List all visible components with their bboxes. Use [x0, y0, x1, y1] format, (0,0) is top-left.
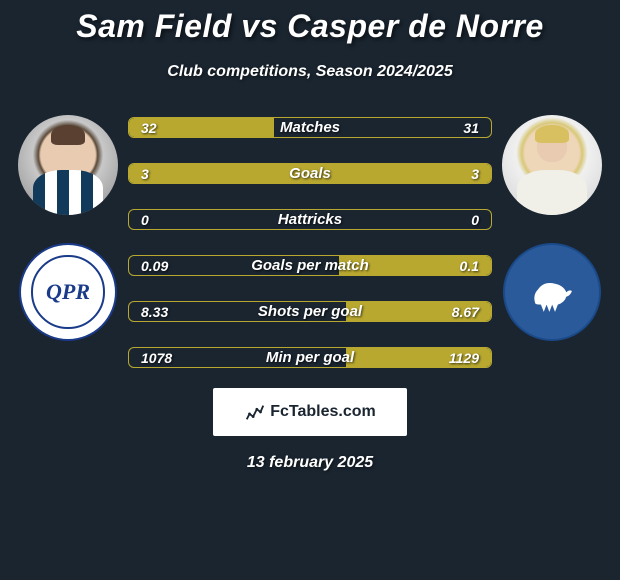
- stat-bar: 1078 Min per goal 1129: [128, 347, 492, 368]
- stat-value-left: 32: [141, 120, 157, 136]
- stat-value-right: 8.67: [452, 304, 479, 320]
- stat-value-right: 0.1: [460, 258, 479, 274]
- page-title: Sam Field vs Casper de Norre: [0, 8, 620, 45]
- right-side-column: [492, 115, 612, 341]
- stat-label: Shots per goal: [258, 303, 362, 320]
- player-photo-right: [502, 115, 602, 215]
- stat-value-right: 31: [463, 120, 479, 136]
- stat-label: Matches: [280, 119, 340, 136]
- stat-label: Hattricks: [278, 211, 342, 228]
- stat-bar: 3 Goals 3: [128, 163, 492, 184]
- player-photo-left: [18, 115, 118, 215]
- stat-value-right: 1129: [449, 350, 479, 366]
- branding-label: FcTables.com: [270, 403, 376, 421]
- comparison-card: Sam Field vs Casper de Norre Club compet…: [0, 0, 620, 472]
- fctables-branding[interactable]: FcTables.com: [213, 388, 407, 436]
- left-side-column: QPR: [8, 115, 128, 341]
- stat-value-left: 8.33: [141, 304, 168, 320]
- chart-icon: [244, 401, 266, 423]
- stat-value-left: 0: [141, 212, 149, 228]
- stat-bar: 0 Hattricks 0: [128, 209, 492, 230]
- club-badge-left: QPR: [19, 243, 117, 341]
- main-row: QPR 32 Matches 31 3 Goals 3 0 Hattricks 0 0.09 Goa…: [0, 115, 620, 368]
- stats-bars: 32 Matches 31 3 Goals 3 0 Hattricks 0 0.09 Goals p…: [128, 115, 492, 368]
- stat-bar: 0.09 Goals per match 0.1: [128, 255, 492, 276]
- stat-value-right: 0: [471, 212, 479, 228]
- stat-label: Min per goal: [266, 349, 354, 366]
- footer-date: 13 february 2025: [0, 454, 620, 472]
- stat-value-right: 3: [471, 166, 479, 182]
- stat-label: Goals: [289, 165, 331, 182]
- club-badge-right: [503, 243, 601, 341]
- stat-label: Goals per match: [251, 257, 369, 274]
- stat-bar: 32 Matches 31: [128, 117, 492, 138]
- club-badge-left-abbrev: QPR: [31, 255, 104, 328]
- lion-icon: [524, 264, 580, 320]
- stat-bar: 8.33 Shots per goal 8.67: [128, 301, 492, 322]
- stat-value-left: 0.09: [141, 258, 168, 274]
- stat-value-left: 1078: [141, 350, 172, 366]
- stat-value-left: 3: [141, 166, 149, 182]
- page-subtitle: Club competitions, Season 2024/2025: [0, 63, 620, 81]
